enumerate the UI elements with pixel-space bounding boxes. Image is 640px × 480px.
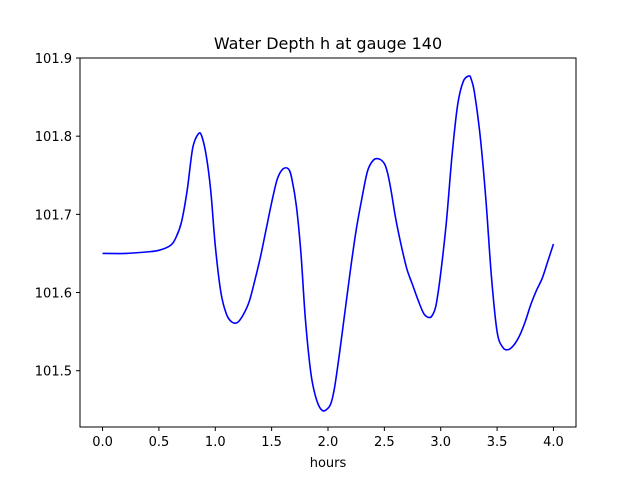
y-tick-label: 101.8 — [35, 130, 72, 145]
axes-frame — [79, 57, 577, 428]
x-tick-label: 1.5 — [261, 435, 282, 450]
x-tick-label: 1.0 — [205, 435, 226, 450]
series-line-0 — [102, 75, 555, 412]
x-tick-label: 3.5 — [487, 435, 508, 450]
x-axis-ticks: 0.0 0.5 1.0 1.5 2.0 2.5 3.0 3.5 4.0 — [92, 427, 564, 450]
x-tick-label: 2.0 — [318, 435, 339, 450]
x-tick-label: 0.0 — [92, 435, 113, 450]
y-axis-ticks: 101.5 101.6 101.7 101.8 101.9 — [35, 52, 80, 380]
x-axis-label: hours — [310, 456, 347, 471]
y-tick-label: 101.5 — [35, 365, 72, 380]
y-tick-label: 101.9 — [35, 52, 72, 67]
plot-area — [102, 75, 555, 412]
x-tick-label: 2.5 — [374, 435, 395, 450]
x-tick-label: 4.0 — [543, 435, 564, 450]
chart-title: Water Depth h at gauge 140 — [214, 34, 442, 53]
y-tick-label: 101.7 — [35, 208, 72, 223]
y-tick-label: 101.6 — [35, 287, 72, 302]
x-tick-label: 3.0 — [430, 435, 451, 450]
x-tick-label: 0.5 — [149, 435, 170, 450]
